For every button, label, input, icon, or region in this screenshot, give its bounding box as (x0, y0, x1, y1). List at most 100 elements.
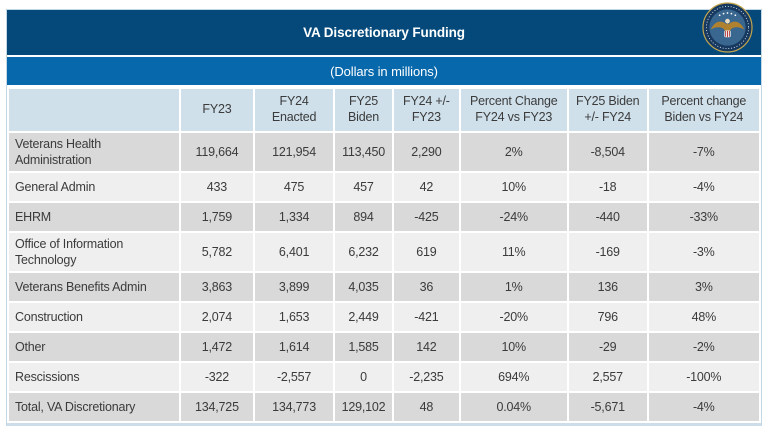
row-label-cell: Office of Information Technology (7, 231, 181, 273)
value-cell: 1% (458, 271, 569, 303)
value-cell: -421 (392, 301, 461, 333)
column-header: Percent Change FY24 vs FY23 (458, 87, 569, 133)
table-row: Other 1,472 1,614 1,585 142 10% -29 -2% (7, 331, 762, 363)
value-cell: 1,585 (332, 331, 395, 363)
value-cell: -5,671 (566, 391, 649, 423)
value-cell: 2,074 (178, 301, 256, 333)
column-header: Percent change Biden vs FY24 (646, 87, 762, 133)
column-header-row: FY23 FY24 Enacted FY25 Biden FY24 +/- FY23 P… (7, 87, 762, 133)
row-label-header (7, 87, 181, 133)
table-body: Veterans Health Administration 119,664 121… (7, 131, 762, 423)
bottom-accent-strip (7, 423, 761, 426)
value-cell: 42 (392, 171, 461, 203)
value-cell: -440 (566, 201, 649, 233)
value-cell: -7% (646, 131, 762, 173)
value-cell: 3,863 (178, 271, 256, 303)
row-label-cell: Construction (7, 301, 181, 333)
value-cell: 2% (458, 131, 569, 173)
row-label-cell: Other (7, 331, 181, 363)
funding-table-container: VA Discretionary Funding (Dollars in mil… (6, 2, 762, 426)
page-title: VA Discretionary Funding (303, 25, 465, 40)
value-cell: 121,954 (253, 131, 335, 173)
title-bar: VA Discretionary Funding (7, 10, 761, 55)
table-row: Veterans Health Administration 119,664 121… (7, 131, 762, 173)
value-cell: 796 (566, 301, 649, 333)
value-cell: 6,232 (332, 231, 395, 273)
table-row: Construction 2,074 1,653 2,449 -421 -20% 796 48… (7, 301, 762, 333)
value-cell: 2,290 (392, 131, 461, 173)
value-cell: 142 (392, 331, 461, 363)
table-row: General Admin 433 475 457 42 10% -18 -4% (7, 171, 762, 203)
value-cell: 5,782 (178, 231, 256, 273)
value-cell: -3% (646, 231, 762, 273)
value-cell: -24% (458, 201, 569, 233)
subtitle-bar: (Dollars in millions) (7, 57, 761, 85)
value-cell: -4% (646, 171, 762, 203)
value-cell: -8,504 (566, 131, 649, 173)
table-row: Office of Information Technology 5,782 6,4… (7, 231, 762, 273)
value-cell: 48 (392, 391, 461, 423)
value-cell: 433 (178, 171, 256, 203)
column-header: FY24 +/- FY23 (392, 87, 461, 133)
value-cell: 10% (458, 331, 569, 363)
value-cell: 134,725 (178, 391, 256, 423)
table-row: Rescissions -322 -2,557 0 -2,235 694% 2,557 -10… (7, 361, 762, 393)
value-cell: 694% (458, 361, 569, 393)
va-seal-icon (702, 2, 753, 53)
row-label-cell: Veterans Health Administration (7, 131, 181, 173)
value-cell: -2,235 (392, 361, 461, 393)
value-cell: 10% (458, 171, 569, 203)
value-cell: 136 (566, 271, 649, 303)
column-header: FY25 Biden (332, 87, 395, 133)
value-cell: 3,899 (253, 271, 335, 303)
value-cell: 1,334 (253, 201, 335, 233)
table-row: EHRM 1,759 1,334 894 -425 -24% -440 -33% (7, 201, 762, 233)
table-header: FY23 FY24 Enacted FY25 Biden FY24 +/- FY23 P… (7, 87, 762, 133)
units-label: (Dollars in millions) (330, 63, 438, 79)
value-cell: -322 (178, 361, 256, 393)
value-cell: 6,401 (253, 231, 335, 273)
value-cell: -29 (566, 331, 649, 363)
value-cell: -33% (646, 201, 762, 233)
funding-table: FY23 FY24 Enacted FY25 Biden FY24 +/- FY23 P… (7, 87, 762, 423)
value-cell: 1,759 (178, 201, 256, 233)
row-label-cell: Rescissions (7, 361, 181, 393)
value-cell: 619 (392, 231, 461, 273)
value-cell: 119,664 (178, 131, 256, 173)
row-label-cell: Total, VA Discretionary (7, 391, 181, 423)
value-cell: 0.04% (458, 391, 569, 423)
value-cell: -169 (566, 231, 649, 273)
table-row: Total, VA Discretionary 134,725 134,773 129… (7, 391, 762, 423)
value-cell: 1,472 (178, 331, 256, 363)
value-cell: -425 (392, 201, 461, 233)
value-cell: -2% (646, 331, 762, 363)
table-row: Veterans Benefits Admin 3,863 3,899 4,035 36… (7, 271, 762, 303)
value-cell: 2,449 (332, 301, 395, 333)
column-header: FY24 Enacted (253, 87, 335, 133)
value-cell: -18 (566, 171, 649, 203)
value-cell: 48% (646, 301, 762, 333)
value-cell: -20% (458, 301, 569, 333)
value-cell: 134,773 (253, 391, 335, 423)
value-cell: 894 (332, 201, 395, 233)
row-label-cell: EHRM (7, 201, 181, 233)
value-cell: 1,653 (253, 301, 335, 333)
column-header: FY23 (178, 87, 256, 133)
value-cell: 113,450 (332, 131, 395, 173)
value-cell: -2,557 (253, 361, 335, 393)
value-cell: -100% (646, 361, 762, 393)
value-cell: 11% (458, 231, 569, 273)
value-cell: 1,614 (253, 331, 335, 363)
value-cell: 4,035 (332, 271, 395, 303)
row-label-cell: General Admin (7, 171, 181, 203)
value-cell: 3% (646, 271, 762, 303)
value-cell: 36 (392, 271, 461, 303)
value-cell: -4% (646, 391, 762, 423)
row-label-cell: Veterans Benefits Admin (7, 271, 181, 303)
column-header: FY25 Biden +/- FY24 (566, 87, 649, 133)
value-cell: 0 (332, 361, 395, 393)
value-cell: 475 (253, 171, 335, 203)
value-cell: 2,557 (566, 361, 649, 393)
value-cell: 129,102 (332, 391, 395, 423)
